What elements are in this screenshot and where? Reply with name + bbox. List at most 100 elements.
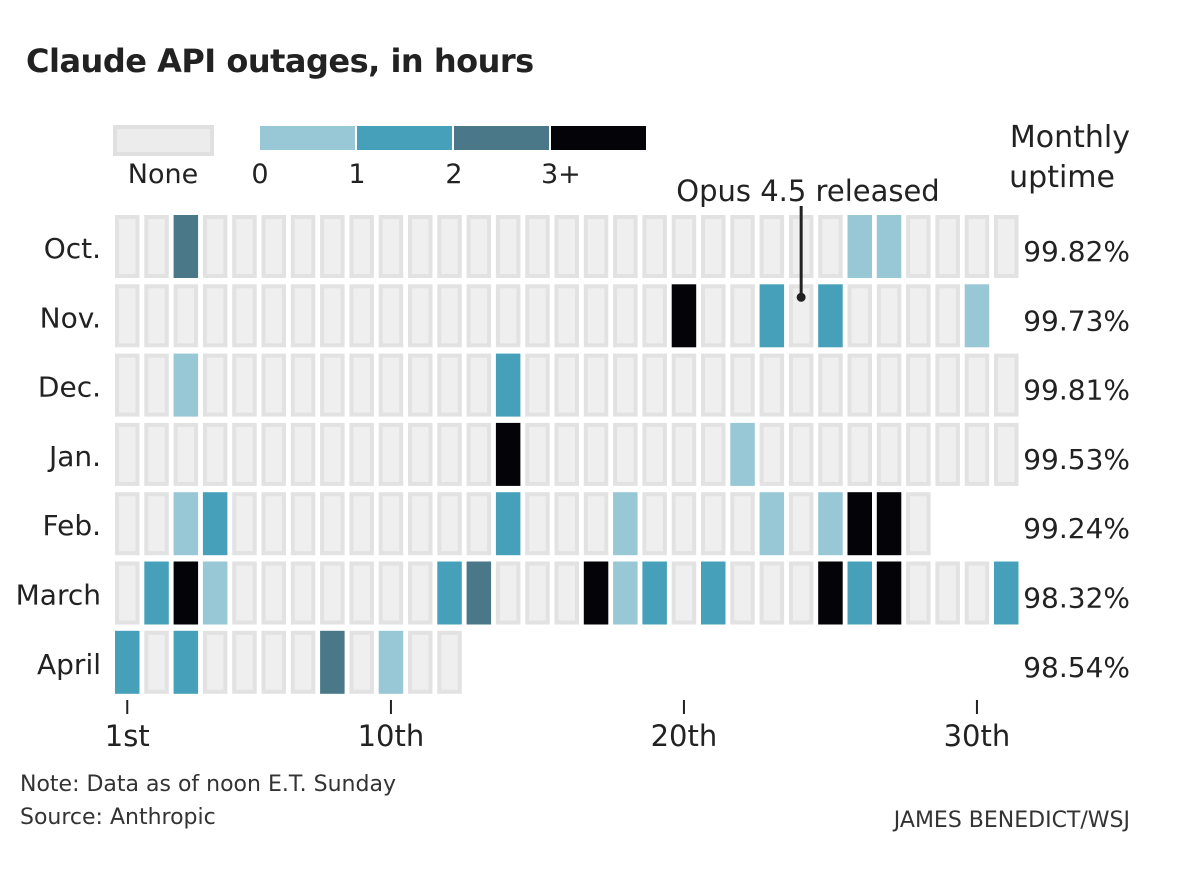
heatmap-cell-none (290, 422, 316, 486)
chart-title: Claude API outages, in hours (26, 42, 534, 80)
x-tick-label: 20th (651, 719, 718, 753)
heatmap-cell-none (290, 284, 316, 348)
heatmap-cell-0 (173, 353, 199, 417)
month-label: March (16, 579, 101, 612)
source-text: Source: Anthropic (20, 805, 216, 830)
heatmap-cell-none (847, 284, 872, 348)
uptime-value: 99.53% (1023, 443, 1130, 476)
heatmap-cell-3 (173, 561, 199, 625)
heatmap-cell-none (701, 422, 726, 486)
uptime-value: 99.24% (1023, 512, 1130, 545)
legend-swatch-2 (454, 126, 549, 150)
heatmap-cell-none (613, 215, 638, 278)
heatmap-cell-0 (613, 492, 638, 556)
heatmap-cell-none (290, 630, 316, 694)
uptime-value: 99.73% (1023, 304, 1130, 337)
heatmap-cell-none (290, 492, 316, 556)
heatmap-cell-1 (495, 353, 521, 417)
heatmap-cell-none (759, 353, 785, 417)
heatmap-cell-none (935, 422, 960, 486)
heatmap-cell-1 (202, 492, 228, 556)
heatmap-cell-none (115, 561, 140, 625)
heatmap-cell-none (525, 422, 550, 486)
heatmap-cell-none (349, 492, 374, 556)
heatmap-cell-none (642, 492, 667, 556)
heatmap-cell-none (788, 492, 814, 556)
heatmap-cell-none (788, 353, 814, 417)
heatmap-cell-none (290, 353, 316, 417)
heatmap-cell-1 (437, 561, 462, 625)
heatmap-cell-none (437, 630, 462, 694)
heatmap-cell-none (935, 284, 960, 348)
heatmap-cell-none (495, 215, 521, 278)
heatmap-cell-none (408, 422, 433, 486)
heatmap-cell-none (759, 422, 785, 486)
heatmap-cell-none (437, 422, 462, 486)
heatmap-cell-none (466, 353, 492, 417)
heatmap-cell-none (232, 422, 257, 486)
heatmap-cell-none (964, 422, 990, 486)
legend-swatch-0 (260, 126, 355, 150)
heatmap-cell-none (202, 353, 228, 417)
heatmap-cell-none (847, 353, 872, 417)
x-tick-label: 10th (358, 719, 425, 753)
heatmap-cell-1 (701, 561, 726, 625)
note-text: Note: Data as of noon E.T. Sunday (20, 772, 396, 797)
heatmap-cell-none (232, 561, 257, 625)
heatmap-cell-none (202, 284, 228, 348)
x-tick-label: 1st (105, 719, 150, 753)
heatmap-cell-none (378, 492, 404, 556)
heatmap-cell-1 (495, 492, 521, 556)
heatmap-cell-none (115, 284, 140, 348)
heatmap-cell-none (525, 561, 550, 625)
heatmap-cell-none (613, 353, 638, 417)
heatmap-cell-none (349, 630, 374, 694)
heatmap-cell-none (525, 353, 550, 417)
legend-swatch-3 (551, 126, 646, 150)
legend-tick-label: 3+ (541, 159, 581, 190)
uptime-value: 99.81% (1023, 374, 1130, 407)
heatmap-cell-none (701, 353, 726, 417)
heatmap-cell-none (261, 492, 286, 556)
heatmap-cell-none (935, 353, 960, 417)
heatmap-cell-none (290, 215, 316, 278)
heatmap-cell-0 (847, 215, 872, 278)
heatmap-cell-1 (994, 561, 1019, 625)
heatmap-cell-3 (495, 422, 521, 486)
heatmap-cell-none (613, 422, 638, 486)
month-label: April (37, 648, 101, 681)
heatmap-cell-none (701, 492, 726, 556)
heatmap-cell-0 (876, 215, 902, 278)
heatmap-cell-none (144, 215, 169, 278)
heatmap-cell-none (759, 561, 785, 625)
heatmap-cell-none (144, 284, 169, 348)
heatmap-cell-none (378, 561, 404, 625)
heatmap-cell-none (320, 422, 345, 486)
heatmap-cell-none (437, 492, 462, 556)
heatmap-cell-none (730, 353, 755, 417)
heatmap-cell-none (378, 353, 404, 417)
heatmap-cell-none (320, 353, 345, 417)
heatmap-cell-none (525, 492, 550, 556)
heatmap-cell-none (495, 284, 521, 348)
legend-tick-label: 2 (445, 159, 462, 190)
heatmap-cell-none (701, 284, 726, 348)
heatmap-cell-0 (730, 422, 755, 486)
uptime-header: Monthly (1010, 120, 1130, 155)
heatmap-cell-none (495, 561, 521, 625)
heatmap-cell-none (232, 630, 257, 694)
heatmap-cell-none (671, 561, 697, 625)
heatmap-cell-none (144, 492, 169, 556)
heatmap-cell-none (583, 353, 609, 417)
heatmap-cell-none (906, 422, 931, 486)
legend-swatch-1 (357, 126, 452, 150)
heatmap-cell-none (583, 215, 609, 278)
uptime-value: 98.32% (1023, 582, 1130, 615)
heatmap-cell-none (876, 353, 902, 417)
heatmap-cell-none (906, 492, 931, 556)
heatmap-cell-2 (466, 561, 492, 625)
heatmap-cell-none (466, 422, 492, 486)
heatmap-cell-none (964, 353, 990, 417)
heatmap-cell-none (261, 422, 286, 486)
heatmap-cell-none (349, 215, 374, 278)
